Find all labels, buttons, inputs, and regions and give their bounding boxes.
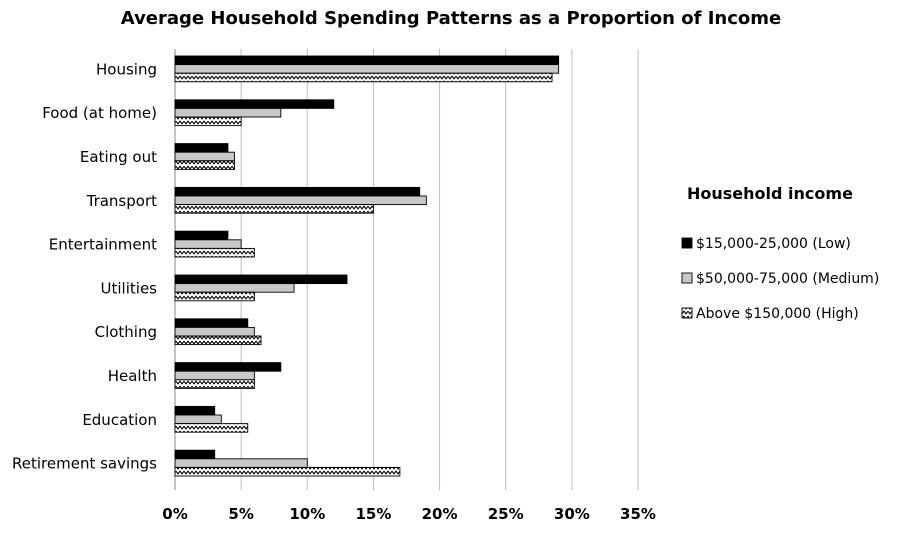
x-tick-label: 35% bbox=[620, 505, 656, 523]
category-label: Health bbox=[108, 367, 157, 385]
bar bbox=[174, 362, 282, 372]
bar bbox=[174, 247, 255, 258]
bar bbox=[174, 186, 421, 197]
bar bbox=[174, 239, 242, 249]
legend-label: $50,000-75,000 (Medium) bbox=[696, 271, 879, 287]
bar bbox=[174, 423, 249, 433]
bar bbox=[174, 116, 242, 127]
x-tick-label: 0% bbox=[162, 505, 187, 523]
legend-label: Above $150,000 (High) bbox=[696, 306, 859, 322]
category-label: Entertainment bbox=[49, 236, 157, 254]
category-label: Retirement savings bbox=[12, 455, 157, 473]
bar bbox=[174, 405, 216, 416]
bar bbox=[174, 335, 262, 346]
chart-title: Average Household Spending Patterns as a… bbox=[121, 8, 781, 29]
x-tick-label: 5% bbox=[228, 505, 253, 523]
bar bbox=[174, 160, 235, 170]
category-label: Eating out bbox=[80, 148, 157, 166]
x-tick-label: 30% bbox=[554, 505, 590, 523]
bar bbox=[174, 99, 335, 109]
bar bbox=[174, 283, 295, 293]
bar bbox=[174, 55, 560, 66]
bar bbox=[174, 107, 282, 118]
category-label: Transport bbox=[86, 192, 158, 210]
legend-swatch bbox=[681, 272, 693, 284]
bar bbox=[174, 318, 249, 328]
bars bbox=[174, 55, 560, 477]
bar bbox=[174, 151, 235, 162]
x-tick-label: 20% bbox=[422, 505, 458, 523]
legend-swatch bbox=[681, 237, 693, 249]
category-label: Housing bbox=[96, 60, 157, 78]
x-tick-label: 25% bbox=[488, 505, 524, 523]
bar bbox=[174, 370, 255, 381]
bar bbox=[174, 64, 560, 74]
x-tick-label: 15% bbox=[355, 505, 391, 523]
bar bbox=[174, 379, 255, 389]
category-label: Utilities bbox=[101, 279, 158, 297]
bar bbox=[174, 326, 255, 337]
bar bbox=[174, 274, 348, 285]
bar bbox=[174, 195, 427, 206]
legend-label: $15,000-25,000 (Low) bbox=[696, 236, 851, 252]
bar bbox=[174, 449, 216, 460]
bar bbox=[174, 204, 374, 214]
category-label: Clothing bbox=[95, 323, 157, 341]
bar bbox=[174, 291, 255, 302]
category-label: Food (at home) bbox=[42, 104, 157, 122]
legend-items: $15,000-25,000 (Low) $50,000-75,000 (Medi… bbox=[681, 236, 879, 322]
bar bbox=[174, 458, 308, 468]
bar bbox=[174, 230, 229, 241]
bar bbox=[174, 143, 229, 153]
legend-title: Household income bbox=[687, 184, 853, 203]
legend: Household income $15,000-25,000 (Low) $50… bbox=[681, 184, 879, 322]
bar bbox=[174, 466, 401, 477]
value-axis: 0% 5% 10% 15% 20% 25% 30% 35% bbox=[162, 505, 656, 523]
x-tick-label: 10% bbox=[289, 505, 325, 523]
category-axis: Housing Food (at home) Eating out Transport… bbox=[12, 60, 157, 472]
category-label: Education bbox=[82, 411, 157, 429]
bar bbox=[174, 414, 222, 425]
legend-swatch bbox=[681, 307, 693, 319]
bar bbox=[174, 72, 553, 83]
